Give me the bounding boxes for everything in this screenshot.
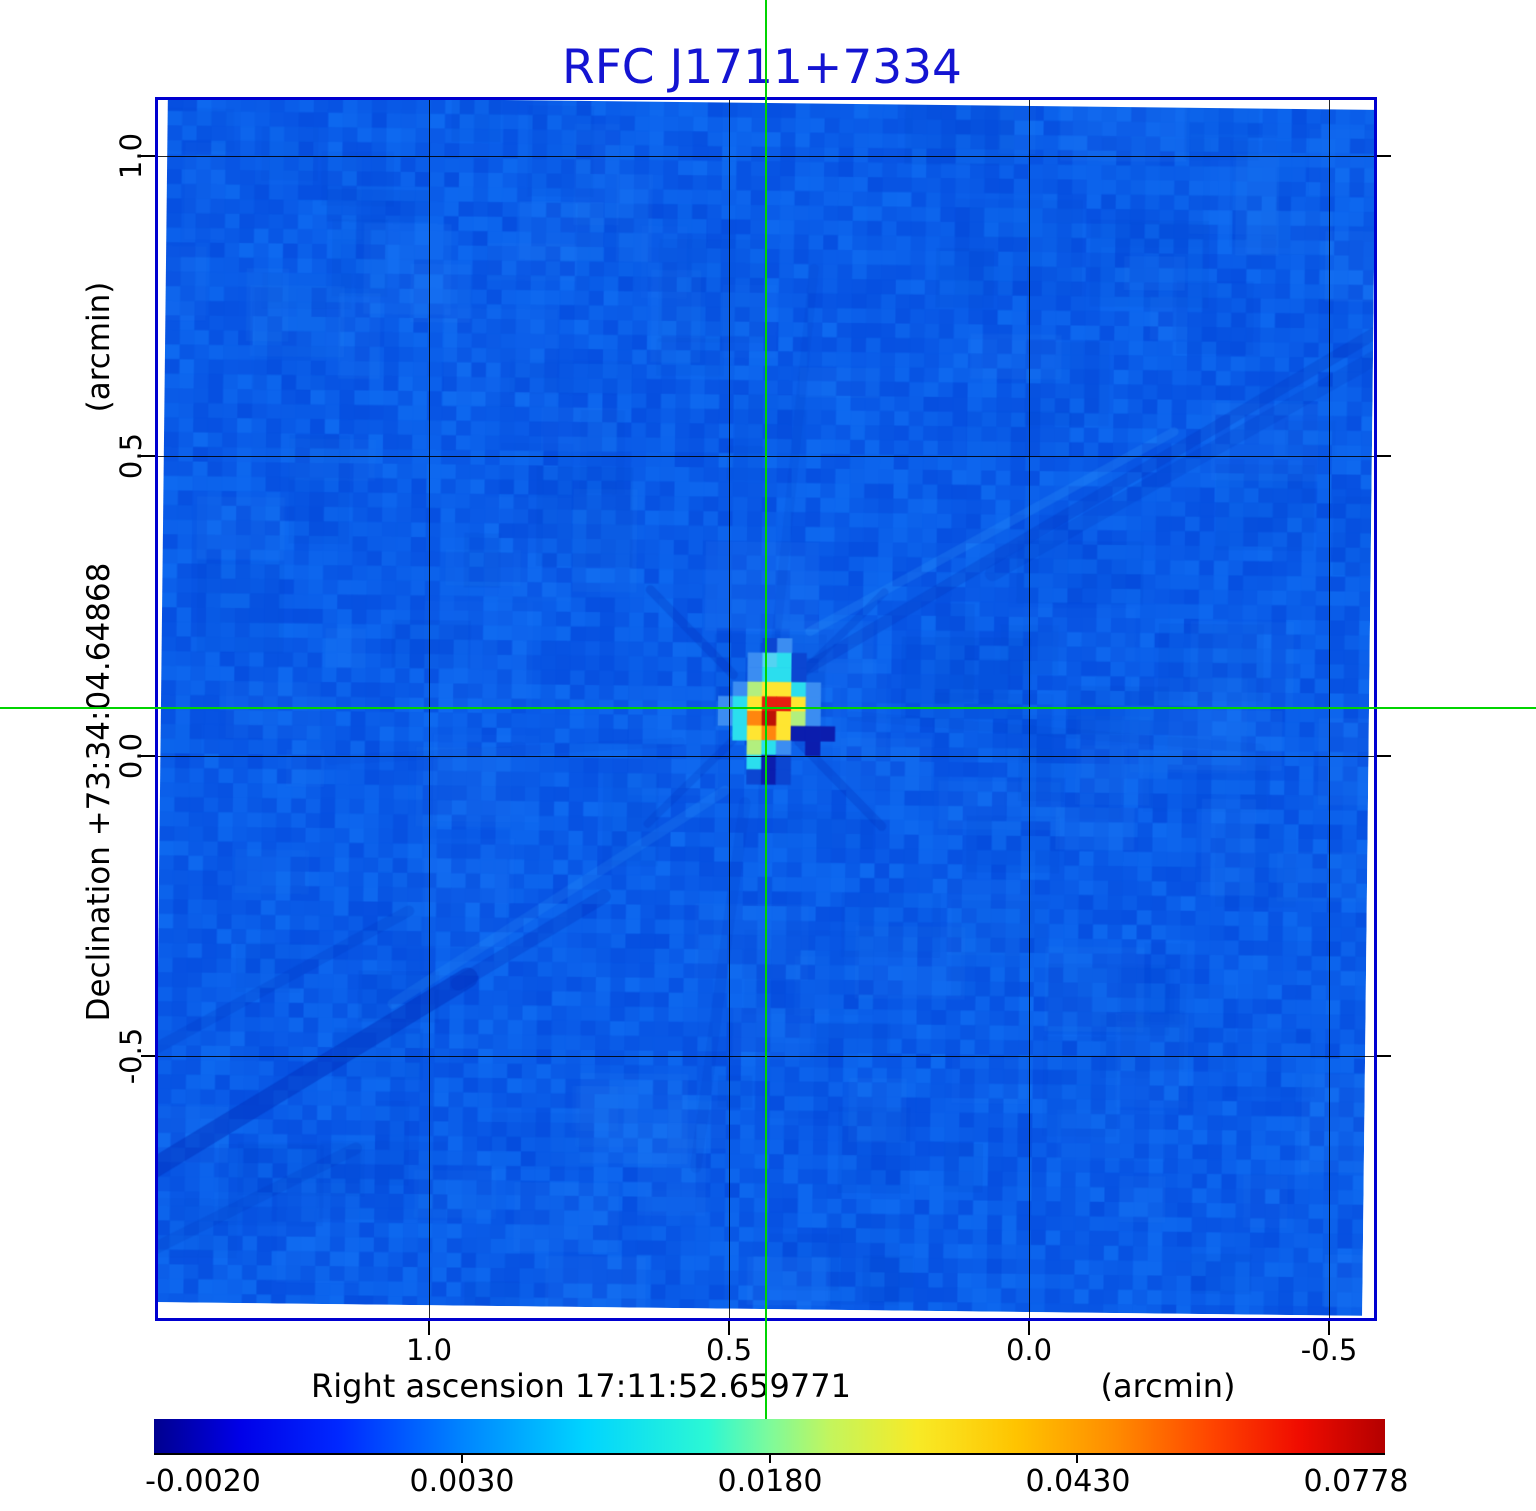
y-axis-tickmark-left (141, 455, 155, 457)
colorbar-tick-label: 0.0180 (717, 1464, 823, 1499)
colorbar-tick-label: -0.0020 (145, 1464, 261, 1499)
y-axis-tickmark-left (141, 755, 155, 757)
y-axis-tick-label: -0.5 (114, 1027, 148, 1085)
y-axis-tick-label: 0.5 (114, 432, 148, 480)
x-axis-tickmark-bottom (1328, 1321, 1330, 1335)
x-axis-tickmark-bottom (1028, 1321, 1030, 1335)
crosshair-horizontal-line (0, 707, 1536, 709)
colorbar (154, 1419, 1385, 1455)
y-axis-title: Declination +73:34:04.64868 (81, 562, 117, 1022)
y-axis-tick-label: 1.0 (114, 132, 148, 180)
colorbar-tick-label: 0.0030 (409, 1464, 515, 1499)
colorbar-tickmark (769, 1455, 771, 1463)
y-axis-tickmark-left (141, 1055, 155, 1057)
y-axis-tickmark-right (1377, 1055, 1391, 1057)
gridline-vertical (1329, 100, 1330, 1318)
x-axis-tickmark-bottom (428, 1321, 430, 1335)
colorbar-tickmark (1076, 1455, 1078, 1463)
y-axis-tickmark-right (1377, 455, 1391, 457)
x-axis-tick-label: 0.0 (1005, 1333, 1053, 1367)
colorbar-tickmark (461, 1455, 463, 1463)
figure-title: RFC J1711+7334 (562, 40, 962, 95)
y-axis-tickmark-right (1377, 755, 1391, 757)
colorbar-gradient (154, 1419, 1385, 1453)
y-axis-tickmark-left (141, 155, 155, 157)
gridline-vertical (729, 100, 730, 1318)
y-axis-tickmark-right (1377, 155, 1391, 157)
x-axis-tick-label: 1.0 (405, 1333, 453, 1367)
gridline-vertical (429, 100, 430, 1318)
x-axis-tick-label: 0.5 (705, 1333, 753, 1367)
y-axis-tick-label: 0.0 (114, 732, 148, 780)
gridline-vertical (1029, 100, 1030, 1318)
colorbar-tick-label: 0.0430 (1025, 1464, 1131, 1499)
x-axis-unit: (arcmin) (1100, 1367, 1236, 1405)
colorbar-tick-label: 0.0778 (1303, 1464, 1409, 1499)
x-axis-tick-label: -0.5 (1300, 1333, 1358, 1367)
y-axis-unit: (arcmin) (81, 281, 117, 413)
crosshair-vertical-line (765, 0, 767, 1419)
x-axis-tickmark-bottom (728, 1321, 730, 1335)
x-axis-title: Right ascension 17:11:52.659771 (311, 1367, 851, 1405)
